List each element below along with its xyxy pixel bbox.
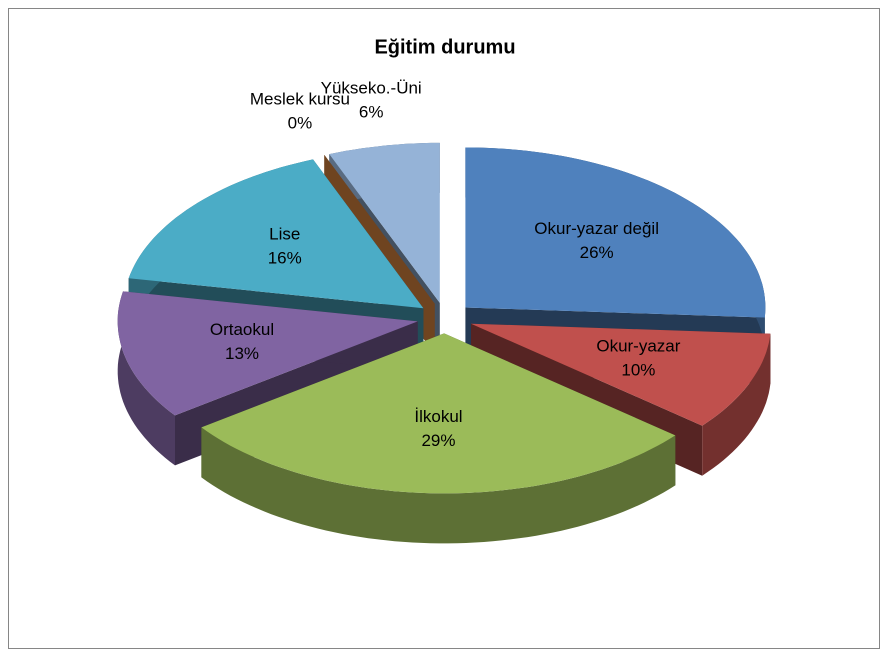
slice-value-label: 16%: [268, 248, 302, 267]
slice-label: Lise: [269, 224, 300, 243]
slice-label: Yükseko.-Üni: [321, 79, 422, 98]
slice-label: Ortaokul: [210, 320, 274, 339]
slice-value-label: 29%: [421, 431, 455, 450]
slice-wall: [201, 427, 676, 544]
slice-top: [471, 323, 771, 426]
slice-wall: [117, 291, 175, 466]
slice-value-label: 13%: [225, 344, 259, 363]
slice-label: Meslek kursu: [250, 90, 350, 109]
slice-value-label: 26%: [580, 243, 614, 262]
slice-top: [117, 291, 418, 416]
slice-label: Okur-yazar değil: [534, 219, 659, 238]
slice-value-label: 6%: [359, 103, 384, 122]
slice-top: [329, 142, 440, 303]
slice-label: İlkokul: [414, 407, 462, 426]
slice-value-label: 10%: [621, 360, 655, 379]
slice-wall: [702, 333, 771, 476]
slice-top: [201, 333, 676, 494]
chart-title: Eğitim durumu: [374, 36, 515, 58]
slice-top: [465, 147, 766, 318]
slice-top: [324, 154, 435, 304]
slice-value-label: 0%: [288, 114, 313, 133]
slice-top: [128, 159, 424, 309]
slice-label: Okur-yazar: [596, 336, 680, 355]
pie-slice: [201, 333, 676, 544]
